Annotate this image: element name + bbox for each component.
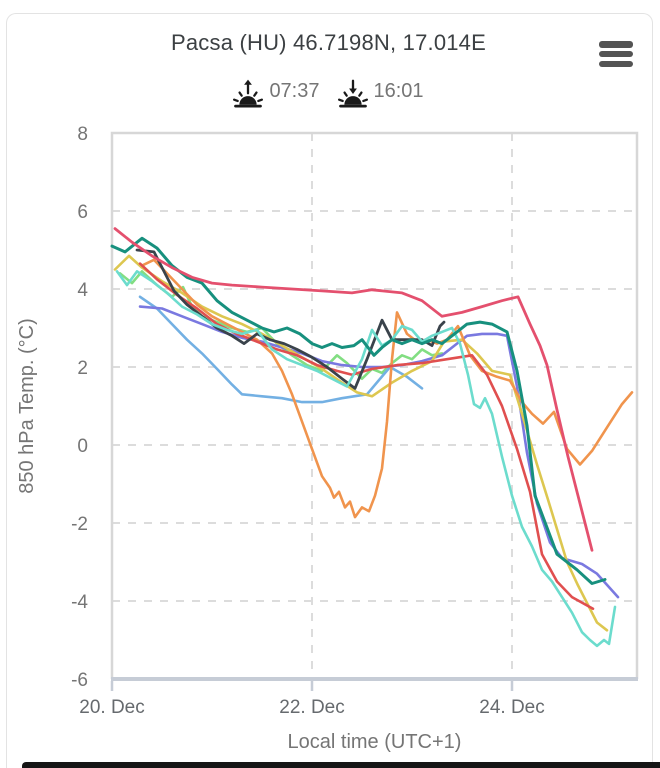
series-line-orange bbox=[140, 258, 634, 519]
hamburger-icon bbox=[599, 41, 633, 48]
x-tick-label: 22. Dec bbox=[279, 697, 344, 718]
sunrise-icon bbox=[233, 79, 264, 108]
hamburger-icon bbox=[599, 60, 633, 68]
plot-border bbox=[110, 131, 639, 679]
bottom-panel-edge bbox=[22, 762, 660, 768]
series-line-dark-gray bbox=[135, 248, 446, 390]
page-title: Pacsa (HU) 46.7198N, 17.014E bbox=[171, 30, 486, 55]
series-line-teal bbox=[110, 236, 607, 585]
series-line-light-blue bbox=[138, 295, 424, 404]
y-tick-label: 0 bbox=[77, 436, 88, 457]
x-tick-label: 20. Dec bbox=[79, 697, 144, 718]
sunset-group: 16:01 bbox=[337, 76, 424, 108]
x-tick-label: 24. Dec bbox=[479, 697, 544, 718]
sunrise-group: 07:37 bbox=[233, 76, 320, 108]
sun-times-row: 07:37 16:01 bbox=[6, 76, 651, 108]
series-line-yellow bbox=[113, 254, 609, 632]
series-line-pink bbox=[113, 227, 594, 552]
series-line-red bbox=[138, 262, 595, 611]
y-tick-label: -2 bbox=[71, 514, 88, 535]
x-axis-title: Local time (UTC+1) bbox=[288, 731, 462, 753]
menu-button[interactable] bbox=[599, 41, 633, 71]
series-line-turquoise bbox=[115, 270, 617, 648]
y-tick-label: -4 bbox=[71, 592, 88, 613]
sunrise-time: 07:37 bbox=[269, 79, 320, 102]
sunset-icon bbox=[337, 79, 368, 108]
y-tick-label: 4 bbox=[77, 280, 88, 301]
y-tick-label: 6 bbox=[77, 202, 88, 223]
y-axis-title: 850 hPa Temp. (°C) bbox=[16, 318, 38, 494]
weather-card bbox=[6, 13, 653, 768]
y-tick-label: 8 bbox=[77, 124, 88, 145]
y-tick-label: 2 bbox=[77, 358, 88, 379]
hamburger-icon bbox=[599, 50, 633, 58]
sunset-time: 16:01 bbox=[373, 79, 424, 102]
y-tick-label: -6 bbox=[71, 670, 88, 691]
